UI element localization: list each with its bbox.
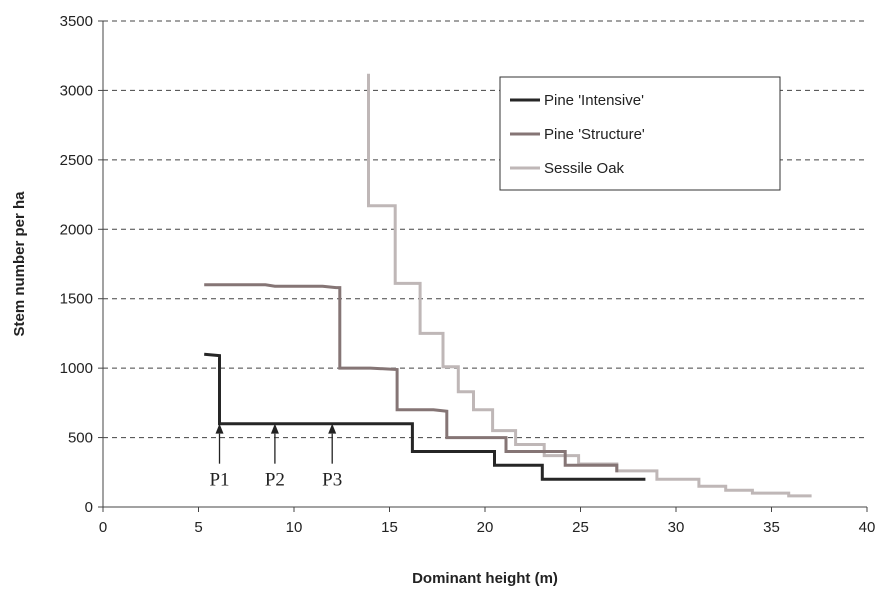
annotation-label: P1 [209, 470, 229, 491]
y-tick-label: 3500 [60, 13, 93, 30]
axes: 0 500 1000 1500 2000 2500 3000 3500 0 5 10 15 20 25 30… [60, 13, 876, 536]
y-tick-label: 1500 [60, 291, 93, 308]
series-line [367, 73, 812, 498]
y-tick-label: 500 [68, 430, 93, 447]
y-axis-title: Stem number per ha [11, 191, 28, 337]
y-tick-label: 2500 [60, 152, 93, 169]
legend-label: Sessile Oak [544, 160, 625, 177]
x-tick-label: 10 [286, 519, 303, 536]
annotation-label: P2 [265, 470, 285, 491]
annotation-arrowhead [270, 423, 279, 434]
x-tick-label: 0 [99, 519, 107, 536]
x-tick-label: 30 [668, 519, 685, 536]
series-line [204, 283, 619, 473]
x-tick-label: 40 [859, 519, 876, 536]
series-line [204, 352, 646, 481]
grid-lines [103, 20, 867, 439]
x-tick-label: 5 [194, 519, 202, 536]
legend-box [499, 76, 781, 191]
annotation-label: P3 [322, 470, 342, 491]
series-lines [204, 73, 812, 498]
x-tick-label: 20 [477, 519, 494, 536]
legend-label: Pine 'Intensive' [544, 92, 644, 109]
legend-label: Pine 'Structure' [544, 126, 645, 143]
y-tick-label: 0 [85, 499, 93, 516]
annotations: P1 P2 P3 [209, 423, 342, 491]
annotation-arrowhead [328, 423, 337, 434]
legend: Pine 'Intensive' Pine 'Structure' Sessile … [499, 76, 781, 191]
y-tick-label: 1000 [60, 360, 93, 377]
x-tick-label: 25 [572, 519, 589, 536]
annotation-arrowhead [215, 423, 224, 434]
y-tick-label: 3000 [60, 82, 93, 99]
y-tick-label: 2000 [60, 221, 93, 238]
x-axis-title: Dominant height (m) [412, 570, 558, 587]
x-tick-label: 15 [381, 519, 398, 536]
x-tick-label: 35 [763, 519, 780, 536]
